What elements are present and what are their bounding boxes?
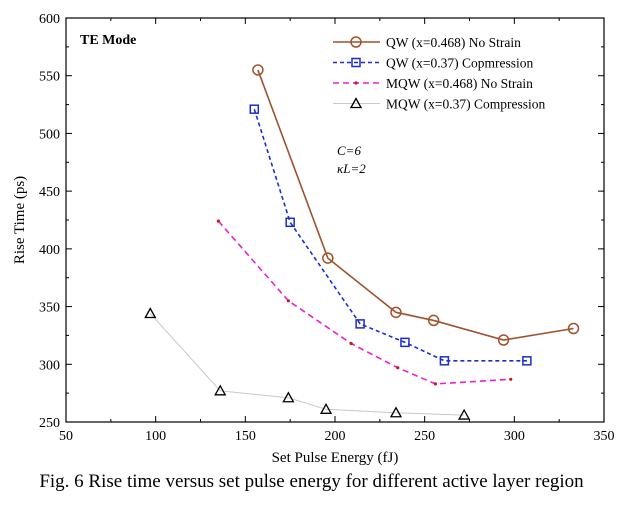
y-tick-label: 250 — [39, 416, 60, 431]
x-tick-label: 350 — [594, 429, 615, 444]
series-3-point — [216, 219, 221, 223]
series-3 — [216, 219, 513, 386]
x-axis-label: Set Pulse Energy (fJ) — [272, 450, 399, 466]
legend-item-3: MQW (x=0.468) No Strain — [333, 76, 533, 91]
plot-layer — [144, 64, 580, 420]
x-tick-label: 250 — [414, 429, 435, 444]
series-4-point — [389, 406, 403, 418]
y-axis-label: Rise Time (ps) — [12, 176, 28, 264]
x-tick-label: 50 — [59, 429, 73, 444]
legend: QW (x=0.468) No Strain QW (x=0.37) Copmre… — [333, 35, 545, 112]
annotation-kl: κL=2 — [337, 161, 366, 176]
series-4 — [144, 307, 471, 420]
legend-item-4: MQW (x=0.37) Compression — [333, 97, 545, 112]
series-3-point — [433, 382, 438, 386]
x-tick-label: 200 — [325, 429, 346, 444]
series-1-point — [497, 334, 510, 346]
series-3-point — [286, 299, 290, 303]
annotation-c: C=6 — [337, 143, 361, 158]
series-4-point — [458, 408, 471, 420]
y-tick-label: 400 — [39, 243, 60, 258]
series-4-point — [282, 391, 295, 403]
legend-label: MQW (x=0.37) Compression — [386, 97, 545, 112]
series-4-line — [149, 313, 465, 416]
series-2-point — [522, 356, 532, 366]
series-2-point — [400, 337, 410, 348]
axis-ticks: 50 100 150 200 250 300 350 250 300 350 400 450 500 55… — [39, 12, 615, 444]
series-1 — [252, 64, 580, 346]
series-2-point — [285, 217, 295, 228]
x-tick-label: 300 — [504, 429, 525, 444]
legend-marker — [351, 57, 361, 68]
x-tick-label: 150 — [235, 429, 256, 444]
legend-marker — [349, 97, 363, 109]
legend-label: QW (x=0.468) No Strain — [386, 35, 521, 50]
y-tick-label: 500 — [39, 127, 60, 142]
series-1-point — [567, 322, 580, 335]
rise-time-chart: 50 100 150 200 250 300 350 250 300 350 400 450 500 55… — [12, 12, 615, 466]
legend-item-2: QW (x=0.37) Copmression — [333, 56, 533, 71]
series-2-point — [249, 104, 260, 114]
series-1-line — [257, 69, 574, 341]
series-2 — [249, 104, 532, 366]
legend-label: MQW (x=0.468) No Strain — [386, 76, 533, 91]
series-4-point — [144, 307, 157, 319]
series-2-point — [355, 319, 365, 329]
series-4-point — [319, 402, 333, 414]
series-2-line — [253, 108, 527, 362]
y-tick-label: 300 — [39, 358, 60, 373]
series-3-point — [396, 366, 400, 370]
series-2-point — [439, 356, 450, 366]
mode-label: TE Mode — [80, 33, 136, 48]
series-4-point — [214, 384, 227, 396]
series-1-point — [427, 314, 440, 327]
y-tick-label: 550 — [39, 70, 60, 85]
x-tick-label: 100 — [145, 429, 166, 444]
legend-marker — [350, 36, 362, 48]
series-1-point — [390, 306, 402, 319]
legend-marker — [354, 81, 358, 85]
y-tick-label: 600 — [39, 12, 60, 27]
y-tick-label: 450 — [39, 185, 60, 200]
y-tick-label: 350 — [39, 301, 60, 316]
legend-item-1: QW (x=0.468) No Strain — [333, 35, 521, 50]
series-1-point — [322, 252, 334, 264]
figure-caption: Fig. 6 Rise time versus set pulse energy… — [39, 471, 584, 492]
series-3-line — [217, 220, 511, 385]
legend-label: QW (x=0.37) Copmression — [386, 56, 533, 71]
series-1-point — [252, 64, 264, 76]
series-3-point — [509, 377, 513, 381]
series-3-point — [349, 341, 353, 346]
